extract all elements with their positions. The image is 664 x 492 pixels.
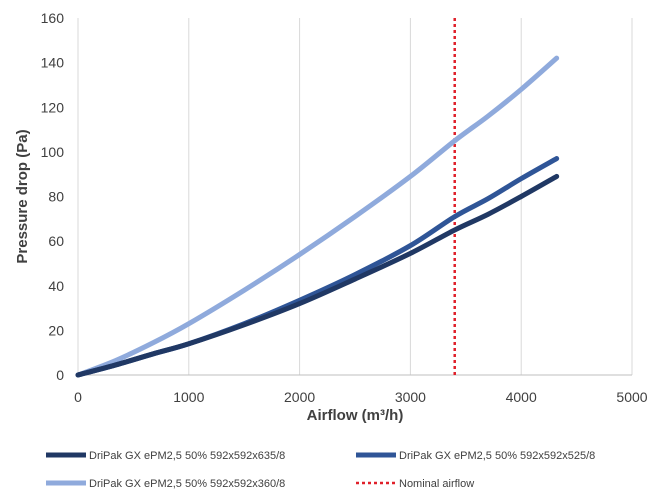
x-tick-labels: 0 1000 2000 3000 4000 5000 — [74, 389, 648, 405]
y-tick-label: 60 — [48, 233, 64, 249]
legend-item: DriPak GX ePM2,5 50% 592x592x525/8 — [356, 450, 595, 462]
y-tick-label: 20 — [48, 322, 64, 338]
y-tick-label: 140 — [41, 55, 65, 71]
legend: DriPak GX ePM2,5 50% 592x592x635/8 DriPak… — [46, 450, 595, 490]
legend-item: DriPak GX ePM2,5 50% 592x592x360/8 — [46, 478, 285, 490]
series-line — [75, 55, 560, 378]
legend-item: Nominal airflow — [356, 478, 474, 490]
x-axis-title: Airflow (m³/h) — [307, 407, 404, 424]
legend-label: DriPak GX ePM2,5 50% 592x592x360/8 — [89, 478, 285, 490]
legend-label: Nominal airflow — [399, 478, 474, 490]
y-axis-title: Pressure drop (Pa) — [14, 129, 31, 263]
y-tick-label: 120 — [41, 99, 65, 115]
vertical-gridlines — [77, 18, 633, 375]
x-tick-label: 3000 — [395, 389, 426, 405]
legend-item: DriPak GX ePM2,5 50% 592x592x635/8 — [46, 450, 285, 462]
x-tick-label: 2000 — [284, 389, 315, 405]
x-tick-label: 4000 — [506, 389, 537, 405]
series-line — [75, 173, 560, 378]
y-tick-label: 80 — [48, 189, 64, 205]
y-tick-label: 100 — [41, 144, 65, 160]
legend-label: DriPak GX ePM2,5 50% 592x592x525/8 — [399, 450, 595, 462]
y-tick-label: 40 — [48, 278, 64, 294]
x-tick-label: 0 — [74, 389, 82, 405]
x-tick-label: 5000 — [616, 389, 647, 405]
legend-label: DriPak GX ePM2,5 50% 592x592x635/8 — [89, 450, 285, 462]
series-lines — [75, 55, 560, 378]
y-tick-label: 160 — [41, 10, 65, 26]
y-tick-labels: 0 20 40 60 80 100 120 140 160 — [41, 10, 65, 383]
y-tick-label: 0 — [56, 367, 64, 383]
x-tick-label: 1000 — [173, 389, 204, 405]
